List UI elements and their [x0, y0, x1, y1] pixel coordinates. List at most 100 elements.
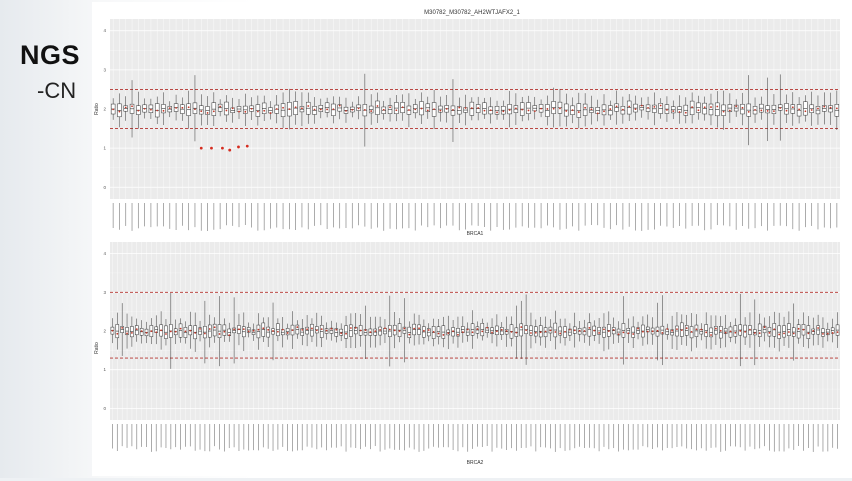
box-plot [728, 321, 733, 343]
box-plot [318, 98, 324, 119]
sample-point [313, 108, 316, 111]
box-plot [344, 315, 348, 349]
box-plot [211, 92, 217, 127]
sample-point [179, 327, 182, 330]
box-plot [485, 322, 489, 338]
box-plot [144, 321, 149, 344]
y-tick-label: 0 [103, 406, 106, 411]
box-plot [822, 92, 827, 125]
sample-point [124, 106, 127, 109]
box-plot [261, 95, 267, 121]
sample-point [269, 112, 272, 114]
sample-point [486, 326, 489, 329]
sample-point [294, 106, 297, 109]
box-plot [504, 316, 509, 347]
box-plot [135, 318, 139, 342]
box-plot [633, 95, 638, 121]
box-plot [689, 313, 694, 352]
sample-point [168, 107, 171, 109]
sample-point [637, 327, 639, 330]
box-plot [394, 95, 399, 122]
box-plot [639, 97, 644, 118]
box-plot [601, 94, 607, 126]
box-plot [631, 316, 635, 348]
box-plot [463, 94, 468, 126]
sample-point [363, 109, 366, 111]
box-plot [592, 320, 596, 342]
box-plot [811, 317, 815, 346]
box-plot [425, 96, 431, 119]
sample-point [691, 106, 694, 109]
sample-point [204, 332, 206, 335]
sample-point [831, 332, 834, 334]
sample-point [426, 109, 429, 112]
box-plot [427, 323, 431, 342]
sample-point [559, 107, 561, 110]
box-plot [514, 305, 519, 359]
sample-point [565, 110, 568, 112]
box-plot [457, 97, 462, 123]
box-plot [198, 320, 202, 342]
sample-point [763, 326, 766, 329]
sample-point [836, 331, 839, 334]
box-plot [280, 92, 286, 128]
sample-point [476, 328, 479, 330]
box-plot [727, 93, 733, 123]
box-plot [809, 91, 814, 126]
box-plot [828, 92, 833, 125]
box-plot [757, 313, 762, 347]
sample-point [369, 331, 372, 334]
sample-point [684, 111, 687, 114]
box-plot [587, 313, 592, 346]
sample-point [502, 110, 505, 113]
sample-point [779, 107, 782, 109]
sample-point [554, 331, 557, 333]
sample-point [351, 108, 354, 111]
sample-point [749, 328, 751, 331]
sample-point [544, 330, 547, 333]
box-plot [815, 95, 821, 125]
sample-point [212, 110, 215, 113]
box-plot [787, 311, 791, 348]
sample-point [642, 330, 644, 333]
box-plot [538, 99, 544, 118]
box-plot [501, 100, 506, 120]
box-plot [368, 316, 373, 348]
sample-point [671, 329, 673, 332]
sample-point [739, 330, 742, 332]
sample-point [744, 330, 746, 333]
sample-point [505, 330, 508, 332]
sample-point [169, 330, 172, 333]
sample-point [364, 329, 367, 332]
sample-point [760, 109, 763, 112]
sample-point [559, 332, 562, 335]
box-plot [397, 318, 402, 343]
sample-point [515, 331, 518, 334]
box-plot [337, 96, 342, 120]
slide-subtitle: -CN [37, 78, 77, 103]
box-plot [306, 92, 311, 124]
sample-point [160, 329, 162, 332]
box-plot [513, 93, 519, 125]
sample-point [477, 107, 480, 109]
sample-point [489, 109, 492, 112]
box-plot [660, 295, 665, 366]
sample-point [703, 106, 706, 109]
box-plot [354, 313, 358, 349]
box-plot [329, 320, 334, 341]
sample-point [376, 105, 379, 107]
sample-point [710, 334, 712, 336]
sample-point [330, 327, 333, 330]
box-plot [402, 298, 407, 363]
box-plot [130, 316, 134, 347]
box-plot [777, 312, 781, 352]
box-plot [450, 79, 456, 142]
sample-point [785, 109, 788, 112]
sample-point [315, 329, 318, 332]
sample-point [603, 328, 605, 331]
sample-point [350, 327, 352, 329]
box-plot [534, 319, 538, 344]
box-plot [407, 321, 412, 344]
sample-point [640, 104, 643, 107]
box-plot [164, 319, 168, 346]
